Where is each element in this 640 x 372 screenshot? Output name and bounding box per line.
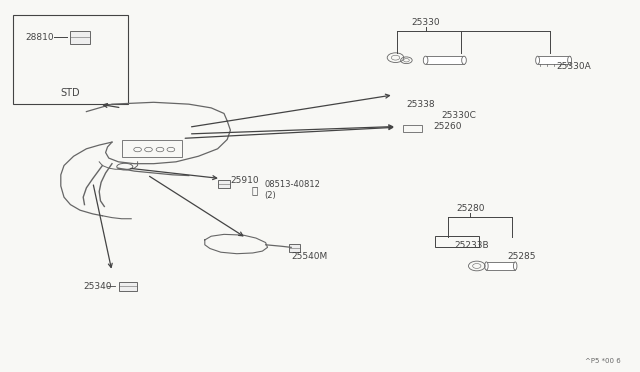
Bar (289, 244, 300, 252)
Text: 25330A: 25330A (557, 62, 591, 71)
Text: Ⓢ: Ⓢ (252, 185, 258, 195)
Bar (122, 140, 182, 157)
Text: 25340: 25340 (83, 282, 112, 291)
Text: 25233B: 25233B (454, 241, 489, 250)
Text: 25260: 25260 (433, 122, 462, 131)
Text: 25330C: 25330C (442, 111, 476, 120)
Ellipse shape (536, 56, 540, 64)
Bar (13, 15, 128, 104)
Text: STD: STD (61, 88, 80, 98)
Text: 25330: 25330 (412, 18, 440, 27)
Ellipse shape (461, 56, 467, 64)
Text: ^P5 *00 6: ^P5 *00 6 (585, 358, 621, 364)
Text: 25540M: 25540M (291, 252, 328, 261)
Bar (538, 56, 570, 64)
Text: 25280: 25280 (456, 204, 484, 213)
Text: 25338: 25338 (406, 100, 435, 109)
Text: 28810: 28810 (26, 33, 54, 42)
Ellipse shape (484, 262, 488, 270)
Bar (435, 236, 479, 247)
Text: 08513-40812
(2): 08513-40812 (2) (264, 180, 320, 200)
Ellipse shape (513, 262, 517, 270)
Text: 25285: 25285 (508, 252, 536, 261)
Ellipse shape (423, 56, 428, 64)
Ellipse shape (568, 56, 572, 64)
Bar (70, 31, 90, 44)
Text: 25910: 25910 (230, 176, 259, 185)
Bar (426, 56, 464, 64)
Bar (403, 125, 422, 132)
Bar (119, 282, 137, 291)
Bar (218, 180, 230, 188)
Bar (486, 262, 515, 270)
